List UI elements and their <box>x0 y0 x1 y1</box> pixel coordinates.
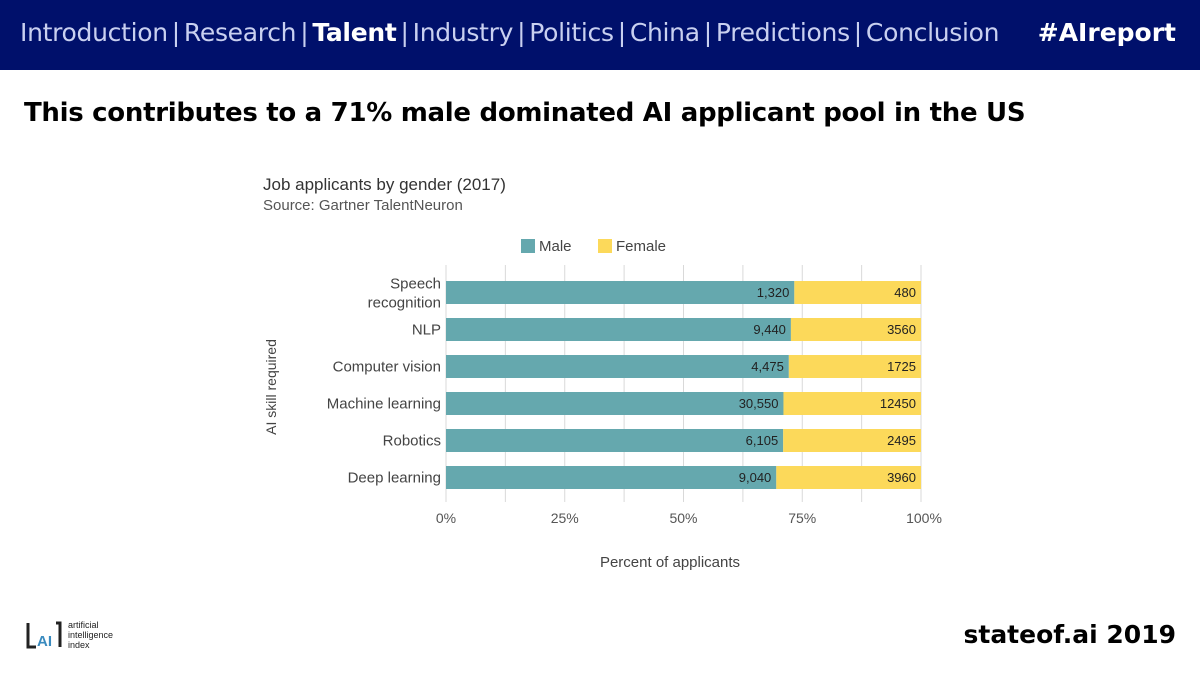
nav-separator: | <box>400 18 409 47</box>
bar-male <box>446 466 777 489</box>
nav-separator: | <box>853 18 862 47</box>
bar-male <box>446 355 789 378</box>
x-axis-title: Percent of applicants <box>600 554 740 571</box>
nav-item-industry[interactable]: Industry <box>412 18 514 47</box>
x-tick-label: 100% <box>906 510 942 526</box>
legend-female-label: Female <box>616 238 666 255</box>
category-label: NLP <box>412 322 441 339</box>
category-label: recognition <box>368 295 441 312</box>
chart-panel: Job applicants by gender (2017) Source: G… <box>250 165 955 585</box>
x-tick-label: 75% <box>788 510 816 526</box>
nav-item-politics[interactable]: Politics <box>529 18 614 47</box>
data-label-female: 3960 <box>887 470 916 485</box>
legend-male-swatch <box>521 239 535 253</box>
data-label-female: 3560 <box>887 322 916 337</box>
nav-separator: | <box>517 18 526 47</box>
nav-separator: | <box>703 18 712 47</box>
hashtag: #AIreport <box>1037 18 1176 47</box>
bar-male <box>446 392 784 415</box>
stacked-bar-chart: Job applicants by gender (2017) Source: G… <box>263 175 942 571</box>
section-nav: Introduction | Research | Talent | Industry | Po… <box>20 18 999 47</box>
nav-separator: | <box>617 18 626 47</box>
category-label: Machine learning <box>327 396 441 413</box>
category-label: Speech <box>390 276 441 293</box>
logo-text: artificial intelligence index <box>68 620 113 650</box>
data-label-male: 4,475 <box>751 359 784 374</box>
x-tick-label: 50% <box>669 510 697 526</box>
ai-index-logo: AI artificial intelligence index <box>26 620 136 656</box>
nav-item-predictions[interactable]: Predictions <box>715 18 850 47</box>
data-label-female: 12450 <box>880 396 916 411</box>
bar-female <box>790 318 921 341</box>
legend-female-swatch <box>598 239 612 253</box>
category-label: Computer vision <box>333 359 441 376</box>
nav-item-china[interactable]: China <box>629 18 700 47</box>
data-label-female: 1725 <box>887 359 916 374</box>
data-label-male: 30,550 <box>739 396 779 411</box>
bar-male <box>446 281 795 304</box>
data-label-male: 9,440 <box>753 322 786 337</box>
logo-line-1: artificial <box>68 620 99 630</box>
bar-female <box>794 281 921 304</box>
data-label-female: 2495 <box>887 433 916 448</box>
nav-item-research[interactable]: Research <box>183 18 297 47</box>
data-label-female: 480 <box>894 285 916 300</box>
legend-male-label: Male <box>539 238 572 255</box>
svg-text:AI: AI <box>37 633 52 650</box>
logo-line-2: intelligence <box>68 630 114 640</box>
data-label-male: 6,105 <box>746 433 779 448</box>
bar-female <box>788 355 921 378</box>
nav-item-introduction[interactable]: Introduction <box>20 18 168 47</box>
footer-brand: stateof.ai 2019 <box>963 620 1176 649</box>
nav-item-talent[interactable]: Talent <box>312 18 397 47</box>
bar-female <box>783 429 921 452</box>
ai-index-logo-mark: AI <box>26 621 62 650</box>
logo-line-3: index <box>68 640 90 650</box>
nav-separator: | <box>300 18 309 47</box>
data-label-male: 9,040 <box>739 470 772 485</box>
chart-subtitle: Source: Gartner TalentNeuron <box>263 197 463 214</box>
x-tick-label: 25% <box>551 510 579 526</box>
bar-female <box>776 466 921 489</box>
x-tick-label: 0% <box>436 510 456 526</box>
top-navigation-bar: Introduction | Research | Talent | Industry | Po… <box>0 0 1200 70</box>
slide-headline: This contributes to a 71% male dominated… <box>24 98 1026 128</box>
bar-male <box>446 429 784 452</box>
data-label-male: 1,320 <box>757 285 790 300</box>
nav-item-conclusion[interactable]: Conclusion <box>865 18 1000 47</box>
nav-separator: | <box>171 18 180 47</box>
category-label: Deep learning <box>348 470 441 487</box>
category-label: Robotics <box>383 433 441 450</box>
chart-title: Job applicants by gender (2017) <box>263 175 506 194</box>
bar-female <box>783 392 921 415</box>
bar-male <box>446 318 791 341</box>
y-axis-title: AI skill required <box>263 339 279 435</box>
